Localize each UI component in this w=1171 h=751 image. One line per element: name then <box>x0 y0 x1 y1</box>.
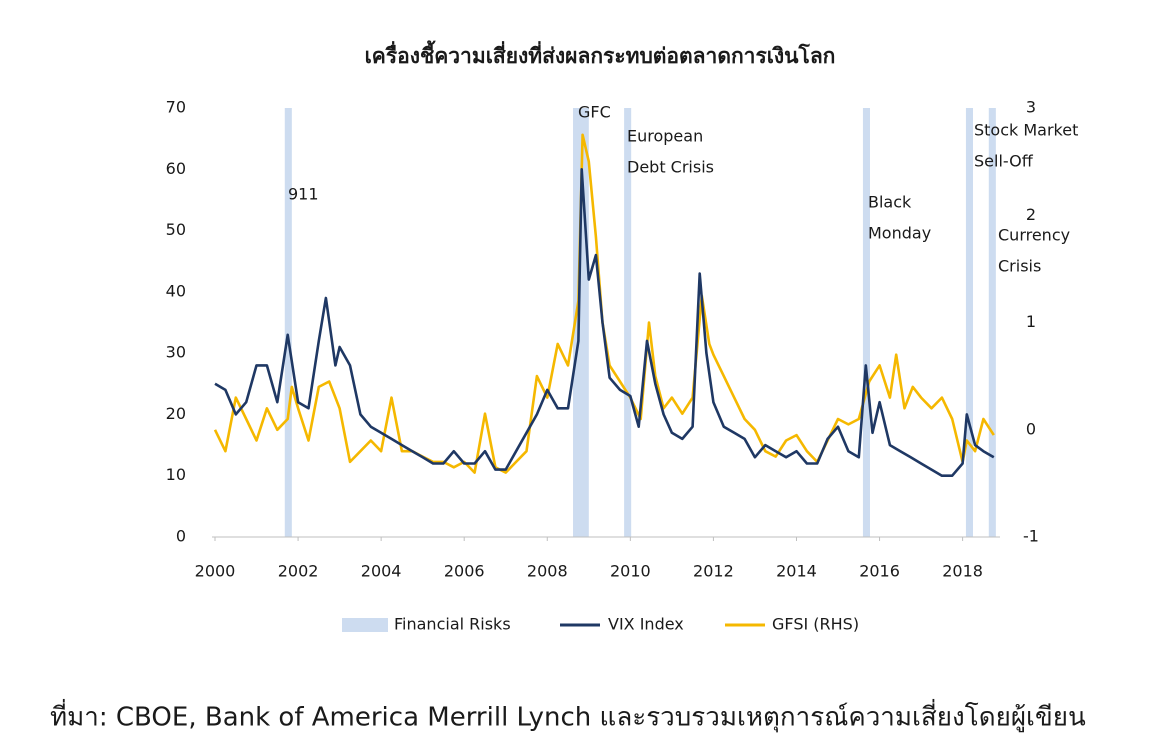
band-annotation: Debt Crisis <box>627 158 714 177</box>
legend-label: VIX Index <box>608 615 684 634</box>
legend-label: Financial Risks <box>394 615 511 634</box>
x-tick-label: 2002 <box>278 562 319 581</box>
x-tick-label: 2016 <box>859 562 900 581</box>
chart-title: เครื่องชี้ความเสี่ยงที่ส่งผลกระทบต่อตลาด… <box>365 40 836 68</box>
y-tick-label: 60 <box>166 159 186 178</box>
band-annotation: Sell-Off <box>974 152 1034 171</box>
series-line <box>213 133 995 474</box>
y2-tick-label: -1 <box>1023 527 1039 546</box>
legend-swatch <box>342 618 388 632</box>
y2-tick-label: 3 <box>1026 98 1036 117</box>
y2-tick-label: 1 <box>1026 312 1036 331</box>
y-tick-label: 50 <box>166 220 186 239</box>
band-annotation: European <box>627 127 703 146</box>
band-annotation: Currency <box>998 226 1070 245</box>
x-tick-label: 2008 <box>527 562 568 581</box>
x-tick-label: 2006 <box>444 562 485 581</box>
y-tick-label: 0 <box>176 527 186 546</box>
band-annotation: Monday <box>868 224 931 243</box>
risk-band <box>624 108 632 537</box>
legend-label: GFSI (RHS) <box>772 615 859 634</box>
risk-band <box>862 108 870 537</box>
x-tick-label: 2000 <box>195 562 236 581</box>
x-tick-label: 2012 <box>693 562 734 581</box>
series-line <box>214 168 995 477</box>
band-annotation: Crisis <box>998 257 1041 276</box>
x-tick-label: 2018 <box>942 562 983 581</box>
source-note: ที่มา: CBOE, Bank of America Merrill Lyn… <box>50 699 1086 733</box>
risk-band <box>965 108 974 537</box>
y-tick-label: 40 <box>166 281 186 300</box>
y-tick-label: 10 <box>166 465 186 484</box>
band-annotation: 911 <box>288 185 319 204</box>
band-annotation: GFC <box>578 103 611 122</box>
x-tick-label: 2010 <box>610 562 651 581</box>
x-tick-label: 2004 <box>361 562 402 581</box>
risk-band <box>284 108 292 537</box>
y2-tick-label: 2 <box>1026 205 1036 224</box>
y-tick-label: 70 <box>166 98 186 117</box>
x-tick-label: 2014 <box>776 562 817 581</box>
risk-band <box>988 108 996 537</box>
band-annotation: Stock Market <box>974 121 1078 140</box>
y-tick-label: 20 <box>166 404 186 423</box>
y2-tick-label: 0 <box>1026 419 1036 438</box>
y-tick-label: 30 <box>166 343 186 362</box>
band-annotation: Black <box>868 193 912 212</box>
